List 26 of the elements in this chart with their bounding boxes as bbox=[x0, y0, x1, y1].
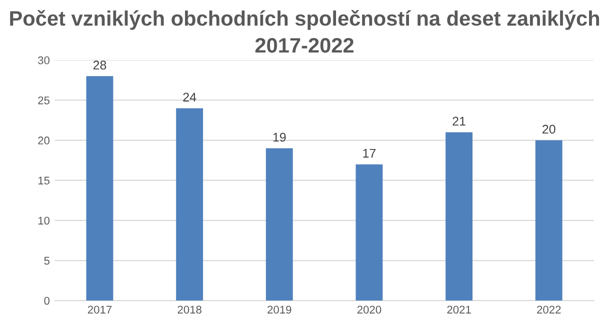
y-tick-label: 25 bbox=[38, 96, 50, 104]
y-tick-label: 10 bbox=[38, 216, 50, 225]
chart-title: Počet vzniklých obchodních společností na deset zaniklých 2017-2022 bbox=[10, 10, 600, 53]
y-tick-label: 5 bbox=[44, 256, 50, 265]
data-label: 21 bbox=[452, 116, 466, 126]
data-label: 24 bbox=[183, 92, 196, 102]
y-tick-label: 20 bbox=[38, 136, 50, 144]
bar bbox=[86, 76, 114, 301]
data-label: 19 bbox=[273, 132, 286, 142]
bar bbox=[266, 148, 293, 301]
bar bbox=[176, 108, 204, 301]
x-tick-label: 2021 bbox=[447, 306, 471, 314]
bar bbox=[356, 164, 383, 301]
y-tick-label: 30 bbox=[38, 56, 50, 64]
bar bbox=[535, 140, 562, 301]
y-tick-label: 15 bbox=[38, 176, 50, 184]
x-tick-label: 2017 bbox=[88, 306, 112, 314]
x-tick-label: 2019 bbox=[268, 306, 292, 314]
x-tick-label: 2020 bbox=[357, 306, 382, 314]
data-label: 17 bbox=[363, 148, 376, 158]
x-tick-label: 2022 bbox=[537, 306, 561, 314]
x-tick-label: 2018 bbox=[178, 306, 202, 314]
bar bbox=[446, 132, 473, 301]
data-label: 20 bbox=[542, 124, 556, 134]
y-tick-label: 0 bbox=[44, 296, 50, 305]
data-label: 28 bbox=[93, 60, 106, 70]
